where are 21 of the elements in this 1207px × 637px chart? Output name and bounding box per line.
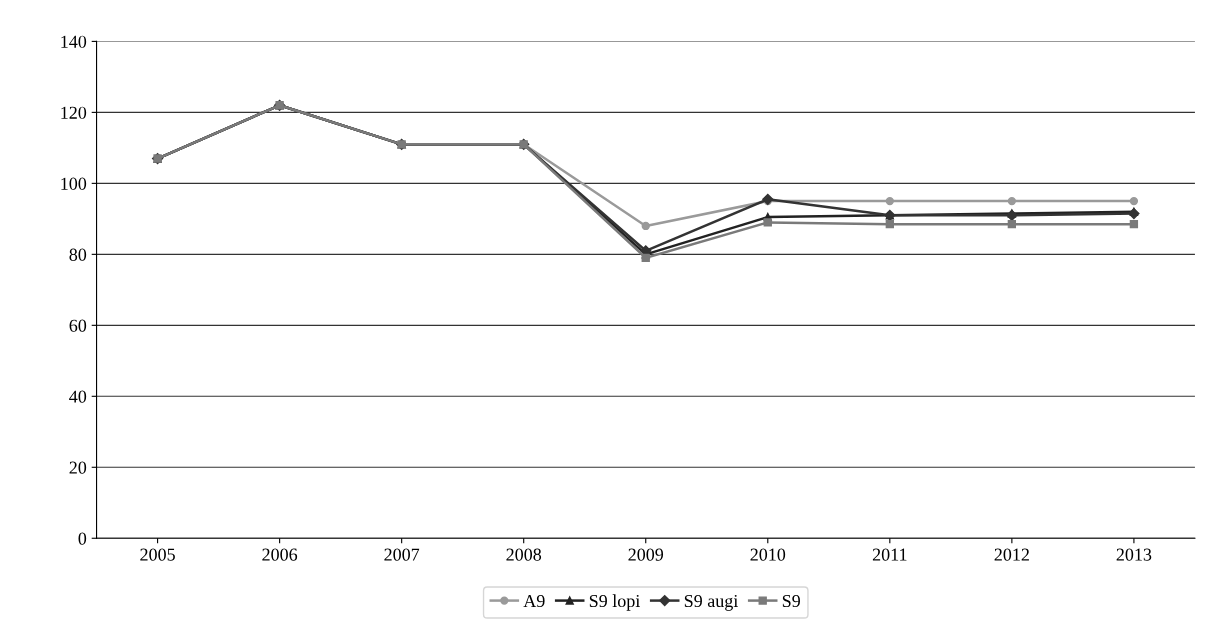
x-tick-label: 2011 <box>872 548 907 561</box>
x-tick-label: 2006 <box>262 548 298 561</box>
x-tick-label: 2005 <box>140 548 175 561</box>
legend-label: A9 <box>523 594 545 608</box>
legend-label: S9 <box>782 594 800 608</box>
y-tick-label: 20 <box>69 461 87 474</box>
x-tick-label: 2009 <box>628 548 664 561</box>
y-tick-label: 0 <box>78 532 87 545</box>
y-tick-label: 100 <box>61 177 87 190</box>
y-tick-label: 140 <box>61 35 87 48</box>
legend-label: S9 augi <box>684 594 738 611</box>
legend-label: S9 lopi <box>589 594 640 611</box>
x-tick-label: 2013 <box>1116 548 1152 561</box>
y-tick-label: 80 <box>69 248 87 261</box>
x-tick-label: 2010 <box>750 548 786 561</box>
x-tick-label: 2008 <box>506 548 542 561</box>
y-tick-label: 120 <box>61 106 87 119</box>
x-tick-label: 2012 <box>994 548 1029 561</box>
y-tick-label: 40 <box>69 390 87 403</box>
y-tick-label: 60 <box>69 319 87 332</box>
x-tick-label: 2007 <box>384 548 420 561</box>
